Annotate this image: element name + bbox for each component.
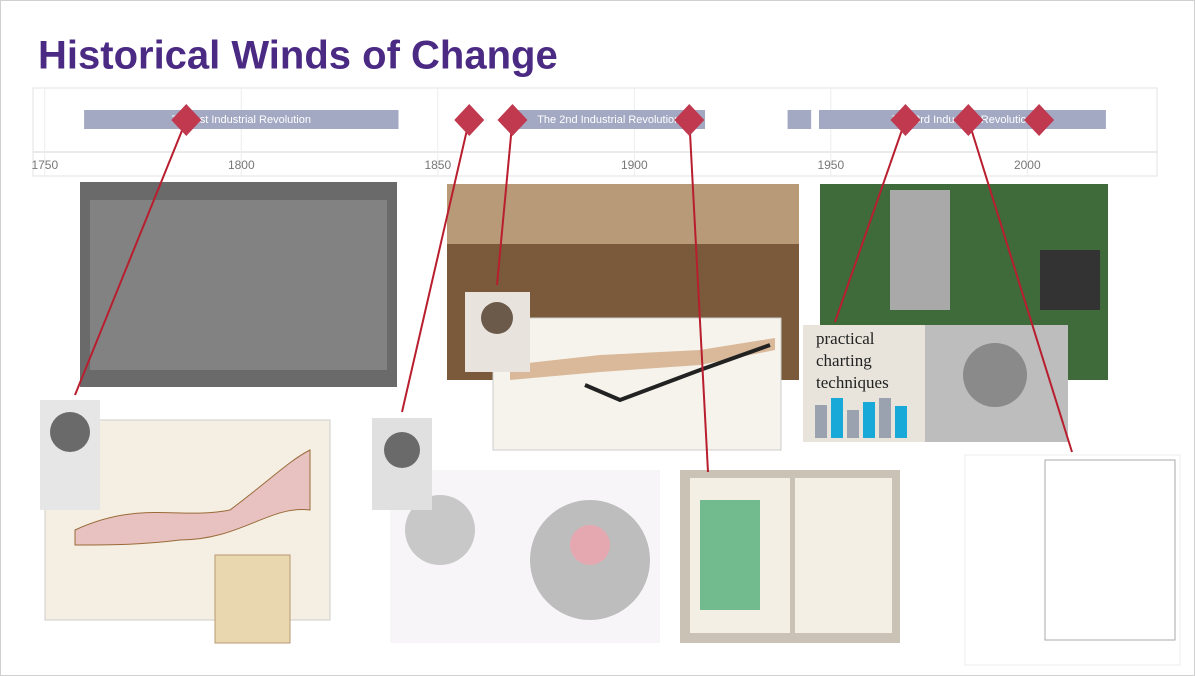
period-bar (512, 110, 706, 129)
x-tick-label: 1950 (817, 158, 844, 172)
experiment-plot (1044, 459, 1176, 641)
event-marker (1024, 104, 1055, 136)
x-tick-label: 1750 (31, 158, 58, 172)
portrait-head (963, 343, 1027, 407)
x-tick-label: 1850 (424, 158, 451, 172)
book-page (795, 478, 892, 633)
tariff-box (214, 554, 291, 644)
cover-bar (847, 410, 859, 438)
connector (834, 119, 907, 323)
event-marker (454, 104, 485, 136)
x-tick-label: 1900 (621, 158, 648, 172)
connector (74, 119, 188, 396)
period-bar (84, 110, 399, 129)
cover-bar (863, 402, 875, 438)
cover-bar (831, 398, 843, 438)
connector (401, 119, 471, 413)
cover-bar (895, 406, 907, 438)
circuit-chip (1040, 250, 1100, 310)
event-marker (497, 104, 528, 136)
event-marker (171, 104, 202, 136)
book-title: practical charting techniques (816, 329, 889, 392)
event-marker (890, 104, 921, 136)
chart-title: Historical Winds of Change (38, 34, 558, 78)
period-label: The 1st Industrial Revolution (172, 114, 311, 126)
portrait-head (384, 432, 420, 468)
connector (688, 119, 709, 473)
timeline-frame (32, 87, 1158, 177)
x-tick-label: 1800 (228, 158, 255, 172)
playfair-area (74, 449, 311, 546)
circuit-chip (890, 190, 950, 310)
period-label: The 2nd Industrial Revolution (537, 114, 680, 126)
connector (496, 119, 514, 286)
rose-left (405, 495, 475, 565)
engraving-detail (90, 200, 387, 370)
x-tick-label: 2000 (1014, 158, 1041, 172)
period-bar (787, 110, 812, 129)
rose-center (570, 525, 610, 565)
experiment-chart (964, 454, 1181, 666)
images: practical charting techniques (40, 182, 1181, 666)
cover-bar (815, 405, 827, 438)
minard-return (584, 343, 771, 403)
portrait-head (481, 302, 513, 334)
factory-sky (447, 184, 799, 244)
cover-bar (879, 398, 891, 438)
portrait-head (50, 412, 90, 452)
event-marker (953, 104, 984, 136)
event-marker (674, 104, 705, 136)
minard-map (492, 317, 782, 451)
book-bars (700, 500, 760, 610)
minard-band (510, 338, 775, 380)
connector (967, 119, 1073, 453)
